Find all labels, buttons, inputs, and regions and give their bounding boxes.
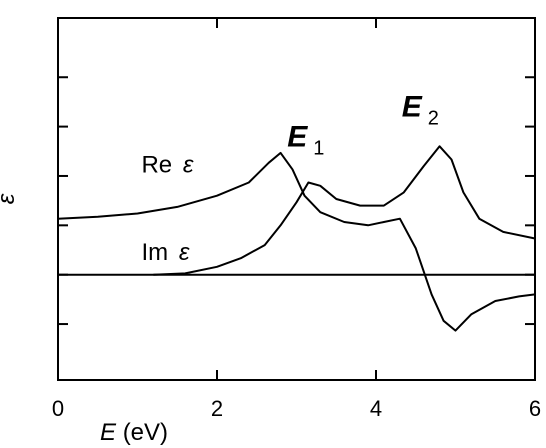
- series-group: [57, 145, 536, 332]
- im-epsilon-symbol: ε: [179, 239, 190, 266]
- y-axis-label: ε: [0, 193, 20, 204]
- x-tick-label-0: 0: [52, 396, 64, 421]
- peak-label-e2-sub: 2: [428, 108, 439, 130]
- plot-frame: [57, 17, 536, 381]
- x-axis-label-unit: (eV): [123, 419, 168, 446]
- im-epsilon-label: Im ε: [141, 239, 189, 266]
- x-tick-label-3: 6: [529, 396, 541, 421]
- peak-label-e1: E 1: [287, 120, 324, 159]
- peak-label-e1-main: E: [287, 120, 308, 153]
- x-axis-label-symbol: E: [100, 419, 117, 446]
- re-epsilon-symbol: ε: [183, 152, 194, 179]
- tick-group: 0 2 4 6: [52, 18, 541, 421]
- series-line-im: [153, 145, 536, 276]
- x-tick-label-2: 4: [370, 396, 382, 421]
- re-epsilon-prefix: Re: [141, 152, 172, 179]
- x-tick-label-1: 2: [211, 396, 223, 421]
- x-axis-label: E (eV): [100, 419, 168, 446]
- peak-label-e1-sub: 1: [313, 137, 324, 159]
- peak-label-e2: E 2: [402, 91, 439, 130]
- peak-label-e2-main: E: [402, 91, 423, 124]
- series-line-re: [57, 151, 536, 332]
- re-epsilon-label: Re ε: [141, 152, 193, 179]
- im-epsilon-prefix: Im: [141, 239, 168, 266]
